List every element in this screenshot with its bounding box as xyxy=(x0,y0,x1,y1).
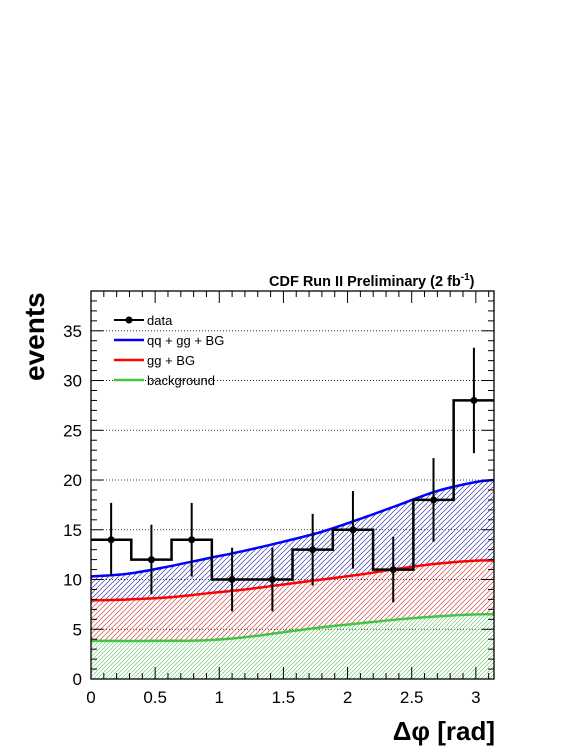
data-point xyxy=(389,566,397,574)
legend-label-data: data xyxy=(147,313,173,328)
x-tick-label: 0.5 xyxy=(143,688,167,707)
legend-label-gg-bg: gg + BG xyxy=(147,353,195,368)
band-background xyxy=(91,614,494,679)
x-tick-label: 2 xyxy=(343,688,352,707)
data-point xyxy=(470,396,478,404)
x-tick-label: 1 xyxy=(215,688,224,707)
y-tick-label: 35 xyxy=(63,322,82,341)
x-tick-label: 3 xyxy=(471,688,480,707)
data-point xyxy=(349,526,357,534)
data-points xyxy=(91,347,494,612)
data-point xyxy=(268,576,276,584)
chart-header: CDF Run II Preliminary (2 fb-1) xyxy=(269,272,475,290)
x-tick-label: 2.5 xyxy=(400,688,424,707)
legend-marker-data xyxy=(125,316,133,324)
legend-label-qq-gg-bg: qq + gg + BG xyxy=(147,333,224,348)
data-point xyxy=(188,536,196,544)
data-point xyxy=(430,496,438,504)
x-tick-label: 1.5 xyxy=(272,688,296,707)
curve-background xyxy=(91,612,494,643)
legend: data qq + gg + BG gg + BG background xyxy=(114,313,224,388)
data-point xyxy=(147,556,155,564)
data-point xyxy=(309,546,317,554)
y-tick-label: 25 xyxy=(63,421,82,440)
y-tick-label: 0 xyxy=(73,670,82,689)
y-axis-title: events xyxy=(19,292,50,381)
data-point xyxy=(228,576,236,584)
plot-frame xyxy=(90,290,495,680)
y-tick-label: 30 xyxy=(63,372,82,391)
y-tick-label: 20 xyxy=(63,471,82,490)
x-tick-label: 0 xyxy=(86,688,95,707)
y-tick-label: 5 xyxy=(73,620,82,639)
curve-gg-bg xyxy=(91,559,494,602)
data-histogram xyxy=(91,399,494,581)
model-curves xyxy=(91,478,494,643)
curve-qq-gg-bg xyxy=(91,478,494,578)
x-axis-title: Δφ [rad] xyxy=(393,716,495,746)
legend-label-background: background xyxy=(147,373,215,388)
y-tick-label: 15 xyxy=(63,521,82,540)
y-tick-label: 10 xyxy=(63,571,82,590)
data-point xyxy=(107,536,115,544)
